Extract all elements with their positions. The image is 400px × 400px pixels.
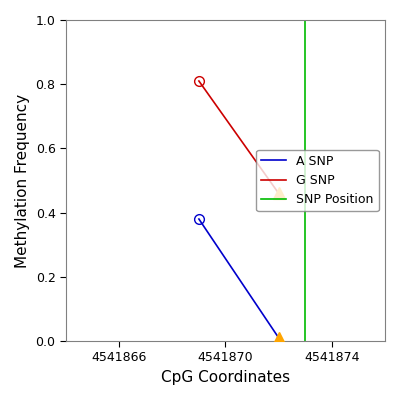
X-axis label: CpG Coordinates: CpG Coordinates [161, 370, 290, 385]
Y-axis label: Methylation Frequency: Methylation Frequency [15, 94, 30, 268]
Legend: A SNP, G SNP, SNP Position: A SNP, G SNP, SNP Position [256, 150, 379, 211]
